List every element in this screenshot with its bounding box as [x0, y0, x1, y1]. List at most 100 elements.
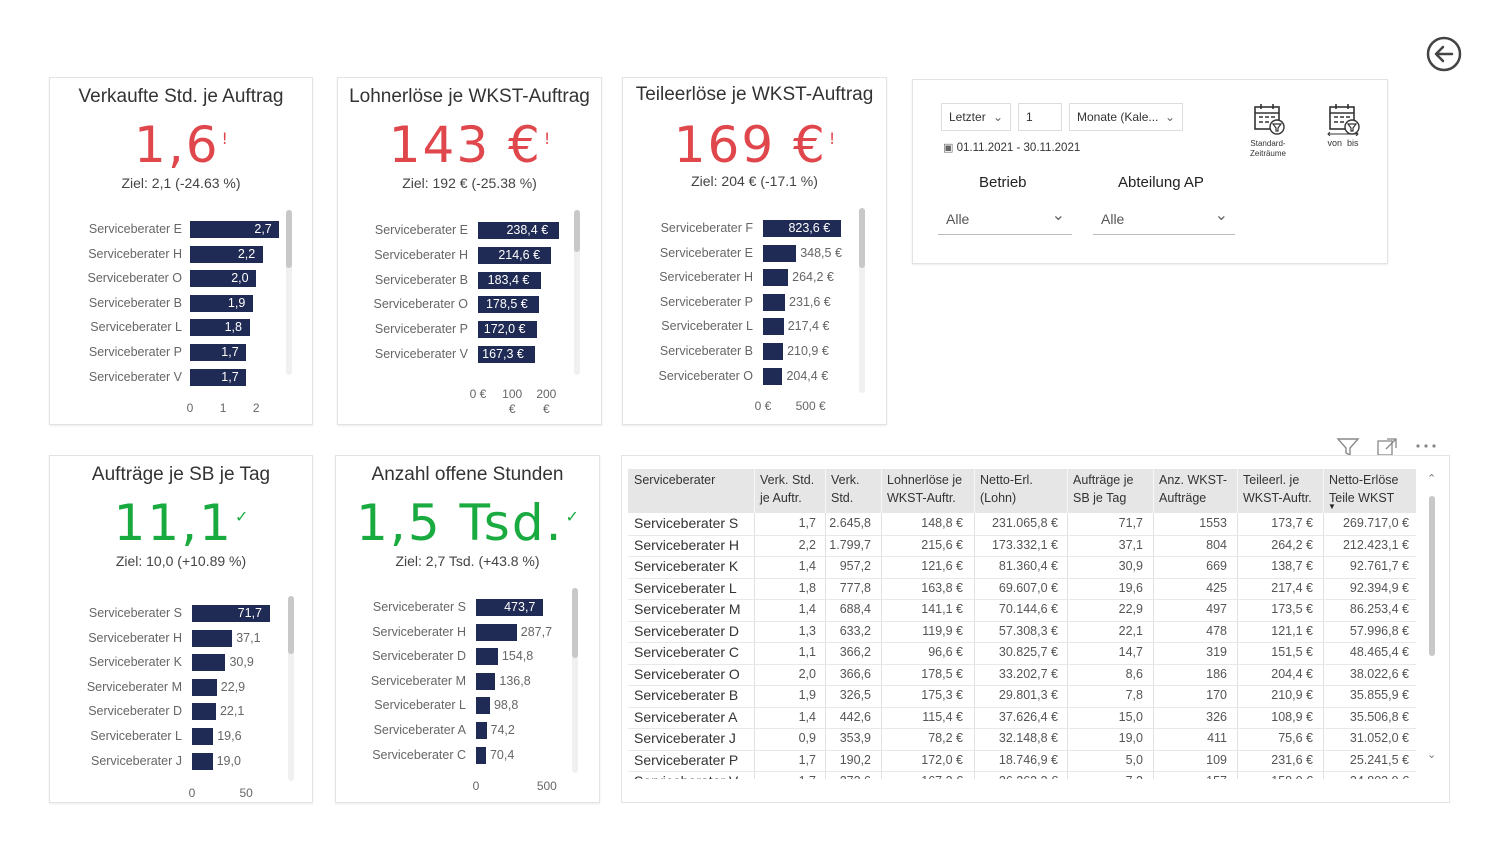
column-header[interactable]: Teileerl. je WKST-Auftr.: [1243, 473, 1312, 505]
table-row[interactable]: Serviceberater V 1,7 272,6 167,3 € 26.262,3 …: [628, 771, 1416, 779]
bar-row[interactable]: Serviceberater D 154,8: [336, 645, 596, 669]
bar-row[interactable]: Serviceberater P 172,0 €: [338, 318, 598, 342]
bar[interactable]: [192, 654, 226, 672]
bar[interactable]: [763, 293, 786, 311]
bar-row[interactable]: Serviceberater E 238,4 €: [338, 219, 598, 243]
bar[interactable]: [476, 746, 486, 764]
column-header[interactable]: Verk. Std. je Auftr.: [760, 473, 815, 505]
kpi-card-lohnerloese[interactable]: Lohnerlöse je WKST-Auftrag 143 €! Ziel: 19…: [337, 77, 602, 425]
bar-row[interactable]: Serviceberater M 136,8: [336, 670, 596, 694]
bar-row[interactable]: Serviceberater K 30,9: [50, 651, 310, 675]
bar[interactable]: [192, 728, 214, 745]
bar-row[interactable]: Serviceberater O 204,4 €: [623, 365, 883, 389]
bar-row[interactable]: Serviceberater H 214,6 €: [338, 244, 598, 268]
bar-row[interactable]: Serviceberater E 2,7: [50, 218, 310, 242]
chart-scrollbar[interactable]: [288, 596, 294, 781]
table-row[interactable]: Serviceberater M 1,4 688,4 141,1 € 70.144,6 …: [628, 599, 1416, 622]
kpi-card-verkaufte-std[interactable]: Verkaufte Std. je Auftrag 1,6! Ziel: 2,1 (…: [49, 77, 313, 425]
bar[interactable]: [478, 321, 537, 339]
bar[interactable]: [763, 367, 783, 385]
chart-scrollbar[interactable]: [572, 588, 578, 773]
kpi-card-auftraege-je-sb[interactable]: Aufträge je SB je Tag 11,1 ✓ Ziel: 10,0 (+1…: [49, 455, 313, 803]
bar-row[interactable]: Serviceberater O 178,5 €: [338, 293, 598, 317]
bar[interactable]: [478, 271, 541, 289]
focus-mode-icon[interactable]: [1376, 437, 1398, 457]
back-button[interactable]: [1426, 36, 1462, 72]
bar-row[interactable]: Serviceberater H 287,7: [336, 621, 596, 645]
bar[interactable]: [190, 294, 253, 312]
relative-unit-select[interactable]: Monate (Kale... ⌄: [1069, 103, 1183, 131]
table-row[interactable]: Serviceberater C 1,1 366,2 96,6 € 30.825,7 €…: [628, 642, 1416, 665]
bar[interactable]: [192, 605, 270, 622]
bar[interactable]: [476, 623, 517, 641]
bar-row[interactable]: Serviceberater O 2,0: [50, 267, 310, 291]
table-body[interactable]: Serviceberater S 1,7 2.645,8 148,8 € 231.065…: [628, 513, 1416, 779]
table-scrollbar[interactable]: ⌃ ⌄: [1425, 472, 1439, 772]
scroll-up-icon[interactable]: ⌃: [1427, 473, 1437, 485]
bar-row[interactable]: Serviceberater L 98,8: [336, 694, 596, 718]
bar-row[interactable]: Serviceberater C 70,4: [336, 744, 596, 768]
scroll-thumb[interactable]: [286, 210, 292, 268]
table-row[interactable]: Serviceberater S 1,7 2.645,8 148,8 € 231.065…: [628, 513, 1416, 536]
table-row[interactable]: Serviceberater L 1,8 777,8 163,8 € 69.607,0 …: [628, 578, 1416, 600]
column-header[interactable]: Netto-Erl. (Lohn): [980, 473, 1033, 505]
bar-row[interactable]: Serviceberater S 473,7: [336, 596, 596, 620]
bar-row[interactable]: Serviceberater L 217,4 €: [623, 315, 883, 339]
bar[interactable]: [763, 343, 784, 360]
bar-row[interactable]: Serviceberater L 1,8: [50, 316, 310, 340]
bar[interactable]: [478, 222, 560, 239]
bar[interactable]: [190, 344, 247, 361]
chart-scrollbar[interactable]: [286, 210, 292, 375]
chart-scrollbar[interactable]: [574, 210, 580, 375]
bar[interactable]: [192, 678, 217, 696]
table-row[interactable]: Serviceberater D 1,3 633,2 119,9 € 57.308,3 …: [628, 621, 1416, 643]
column-header[interactable]: Serviceberater: [634, 473, 716, 487]
standard-periods-button[interactable]: Standard- Zeiträume: [1243, 102, 1293, 160]
bar-row[interactable]: Serviceberater H 37,1: [50, 627, 310, 651]
betrieb-dropdown[interactable]: Alle ⌄: [938, 204, 1072, 235]
abteilung-dropdown[interactable]: Alle ⌄: [1093, 204, 1235, 235]
table-row[interactable]: Serviceberater H 2,2 1.799,7 215,6 € 173.332…: [628, 535, 1416, 557]
scroll-thumb[interactable]: [572, 588, 578, 658]
table-row[interactable]: Serviceberater O 2,0 366,6 178,5 € 33.202,7 …: [628, 664, 1416, 686]
bar[interactable]: [476, 722, 487, 739]
column-header[interactable]: Verk. Std.: [831, 473, 860, 505]
table-row[interactable]: Serviceberater K 1,4 957,2 121,6 € 81.360,4 …: [628, 556, 1416, 579]
bar[interactable]: [763, 244, 797, 262]
bar[interactable]: [190, 245, 263, 263]
table-row[interactable]: Serviceberater P 1,7 190,2 172,0 € 18.746,9 …: [628, 750, 1416, 772]
bar-row[interactable]: Serviceberater V 1,7: [50, 366, 310, 390]
bar[interactable]: [190, 319, 250, 337]
bar[interactable]: [478, 246, 552, 264]
bar[interactable]: [476, 672, 496, 690]
bar-row[interactable]: Serviceberater B 183,4 €: [338, 269, 598, 293]
column-header[interactable]: Lohnerlöse je WKST-Auftr.: [887, 473, 963, 505]
bar[interactable]: [478, 346, 536, 363]
bar[interactable]: [190, 221, 280, 238]
bar[interactable]: [190, 270, 257, 288]
kpi-card-offene-stunden[interactable]: Anzahl offene Stunden 1,5 Tsd. ✓ Ziel: 2,7 …: [335, 455, 600, 803]
bar-row[interactable]: Serviceberater A 74,2: [336, 719, 596, 743]
bar-row[interactable]: Serviceberater B 1,9: [50, 292, 310, 316]
relative-count-input[interactable]: 1: [1018, 103, 1062, 131]
bar-row[interactable]: Serviceberater F 823,6 €: [623, 217, 883, 241]
bar-row[interactable]: Serviceberater H 2,2: [50, 243, 310, 267]
bar-row[interactable]: Serviceberater V 167,3 €: [338, 343, 598, 367]
column-header[interactable]: Anz. WKST-Aufträge: [1159, 473, 1228, 505]
bar-row[interactable]: Serviceberater P 231,6 €: [623, 291, 883, 315]
table-row[interactable]: Serviceberater A 1,4 442,6 115,4 € 37.626,4 …: [628, 707, 1416, 729]
column-header[interactable]: Aufträge je SB je Tag: [1073, 473, 1134, 505]
bar-row[interactable]: Serviceberater S 71,7: [50, 602, 310, 626]
bar-row[interactable]: Serviceberater J 19,0: [50, 750, 310, 774]
bar-row[interactable]: Serviceberater H 264,2 €: [623, 266, 883, 290]
kpi-card-teileerloese[interactable]: Teileerlöse je WKST-Auftrag 169 €! Ziel: 2…: [622, 77, 887, 425]
bar[interactable]: [192, 703, 216, 721]
bar-row[interactable]: Serviceberater B 210,9 €: [623, 340, 883, 364]
bar[interactable]: [478, 296, 539, 314]
bar[interactable]: [190, 368, 247, 386]
bar-row[interactable]: Serviceberater P 1,7: [50, 341, 310, 365]
bar[interactable]: [763, 269, 789, 287]
bar[interactable]: [763, 318, 784, 336]
bar[interactable]: [476, 648, 498, 666]
von-bis-button[interactable]: von bis: [1318, 102, 1368, 160]
